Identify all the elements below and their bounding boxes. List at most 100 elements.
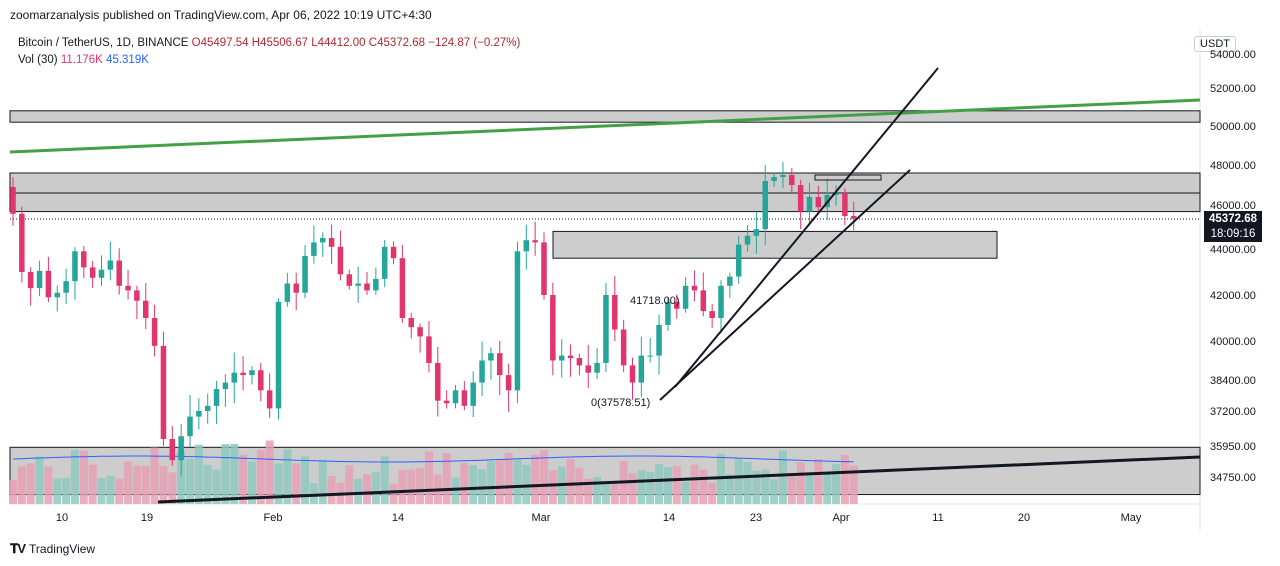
candle-body: [45, 270, 52, 298]
volume-bar: [363, 474, 371, 504]
candle-body: [320, 238, 326, 243]
tv-logo-icon: 𝐓V: [10, 541, 26, 556]
y-tick-label: 48000.00: [1210, 160, 1256, 172]
volume-bar: [424, 451, 433, 504]
volume-trendline: [157, 455, 1201, 504]
channel-lower-line: [659, 169, 911, 401]
volume-bar: [770, 479, 779, 504]
candle-body: [594, 362, 600, 373]
candle-body: [665, 301, 671, 325]
candle-body: [328, 238, 335, 247]
currency-button[interactable]: USDT: [1194, 36, 1236, 52]
volume-bar: [540, 449, 548, 504]
candle-body: [505, 375, 512, 391]
candle-body: [426, 336, 432, 363]
volume-bar: [398, 469, 407, 504]
candle-body: [558, 355, 565, 361]
candle-body: [266, 390, 273, 409]
volume-bar: [840, 455, 849, 504]
volume-bar: [451, 477, 460, 504]
candle-body: [98, 269, 105, 278]
candle-body: [656, 324, 662, 356]
volume-bar: [26, 463, 35, 504]
x-tick-label: 10: [56, 512, 68, 524]
volume-bar: [371, 471, 380, 504]
candle-body: [10, 187, 16, 214]
footer-brand[interactable]: 𝐓V TradingView: [10, 541, 95, 557]
volume-bar: [460, 462, 469, 504]
candle-body: [514, 251, 521, 391]
countdown-tag: 18:09:16: [1204, 227, 1262, 242]
volume-bar: [327, 475, 336, 504]
candle-body: [302, 255, 308, 293]
volume-bar: [212, 469, 221, 504]
y-tick-label: 38400.00: [1210, 375, 1256, 387]
candle-body: [532, 240, 538, 243]
x-tick-label: Feb: [264, 512, 283, 524]
candle-body: [355, 283, 361, 286]
x-tick-label: 23: [750, 512, 762, 524]
y-tick-label: 40000.00: [1210, 336, 1256, 348]
y-tick-label: 46000.00: [1210, 200, 1256, 212]
candle-body: [390, 246, 397, 259]
candle-body: [682, 285, 689, 309]
volume-bar: [646, 471, 655, 504]
volume-bar: [230, 443, 239, 504]
candle-body: [346, 274, 353, 286]
candle-body: [753, 229, 760, 236]
volume-bar: [389, 483, 398, 504]
volume-bar: [274, 463, 283, 504]
candle-body: [647, 355, 653, 357]
candle-body: [116, 260, 122, 286]
candle-body: [523, 240, 530, 252]
x-tick-label: 20: [1018, 512, 1030, 524]
candle-body: [125, 285, 131, 291]
volume-bar: [150, 447, 159, 504]
volume-bar: [132, 465, 141, 504]
candle-body: [497, 353, 503, 376]
volume-bar: [309, 483, 318, 504]
candle-body: [806, 197, 813, 212]
candle-body: [258, 370, 264, 391]
candle-body: [381, 246, 388, 279]
candle-body: [435, 362, 441, 401]
candle-body: [240, 372, 246, 376]
candle-body: [275, 301, 282, 409]
volume-bar: [247, 461, 256, 504]
volume-bar: [787, 472, 796, 504]
y-tick-label: 37200.00: [1210, 406, 1256, 418]
volume-label[interactable]: Vol (30): [18, 54, 58, 66]
candle-body: [479, 360, 485, 383]
candle-body: [204, 405, 211, 411]
volume-bar: [345, 465, 354, 504]
symbol-name[interactable]: Bitcoin / TetherUS, 1D, BINANCE: [18, 37, 189, 49]
volume-bar: [17, 466, 26, 504]
y-tick-label: 54000.00: [1210, 49, 1256, 61]
candle-body: [488, 353, 494, 361]
volume-bar: [283, 449, 292, 504]
candle-body: [337, 246, 344, 275]
volume-bar: [495, 460, 504, 504]
green-trendline: [9, 98, 1201, 154]
candle-body: [727, 276, 733, 286]
candle-body: [461, 390, 468, 406]
volume-bar: [106, 475, 115, 504]
volume-bar: [141, 465, 150, 504]
support-zone: [552, 230, 998, 259]
volume-bar: [407, 469, 416, 504]
candle-body: [408, 318, 414, 328]
volume-bar: [778, 450, 787, 504]
volume-ma-value: 45.319K: [106, 54, 149, 66]
volume-bar: [734, 458, 743, 504]
candle-body: [311, 242, 317, 256]
volume-bar: [416, 468, 425, 504]
volume-bar: [115, 478, 124, 504]
volume-bar: [221, 443, 230, 504]
candle-body: [691, 285, 698, 291]
candle-body: [797, 185, 804, 212]
volume-bar: [610, 482, 619, 504]
candle-body: [638, 355, 645, 383]
x-tick-label: 14: [663, 512, 675, 524]
candle-body: [674, 301, 680, 309]
